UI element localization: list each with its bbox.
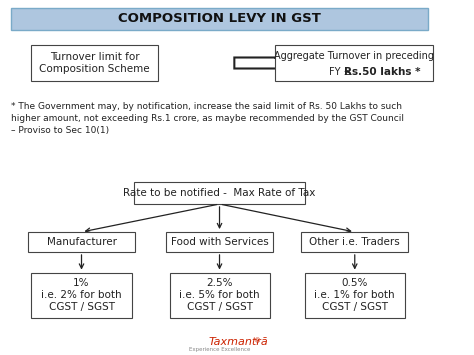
Text: ®: ® bbox=[254, 338, 261, 344]
FancyBboxPatch shape bbox=[166, 232, 273, 252]
FancyBboxPatch shape bbox=[301, 232, 409, 252]
FancyBboxPatch shape bbox=[305, 273, 405, 317]
Text: * The Government may, by notification, increase the said limit of Rs. 50 Lakhs t: * The Government may, by notification, i… bbox=[11, 102, 402, 111]
Text: Experience Excellence: Experience Excellence bbox=[189, 348, 250, 353]
Text: – Proviso to Sec 10(1): – Proviso to Sec 10(1) bbox=[11, 126, 109, 135]
Text: Taxmantrā: Taxmantrā bbox=[209, 337, 268, 347]
Text: Manufacturer: Manufacturer bbox=[46, 237, 117, 247]
FancyBboxPatch shape bbox=[275, 45, 433, 81]
Text: 0.5%
i.e. 1% for both
CGST / SGST: 0.5% i.e. 1% for both CGST / SGST bbox=[314, 278, 395, 312]
FancyBboxPatch shape bbox=[134, 182, 305, 204]
Text: 2.5%
i.e. 5% for both
CGST / SGST: 2.5% i.e. 5% for both CGST / SGST bbox=[179, 278, 260, 312]
Text: Other i.e. Traders: Other i.e. Traders bbox=[310, 237, 400, 247]
Text: FY ≤: FY ≤ bbox=[329, 67, 355, 77]
Text: Food with Services: Food with Services bbox=[171, 237, 268, 247]
Text: Rs.50 lakhs *: Rs.50 lakhs * bbox=[344, 67, 420, 77]
Text: 1%
i.e. 2% for both
CGST / SGST: 1% i.e. 2% for both CGST / SGST bbox=[41, 278, 122, 312]
FancyBboxPatch shape bbox=[11, 8, 428, 30]
Polygon shape bbox=[234, 53, 285, 73]
FancyBboxPatch shape bbox=[170, 273, 270, 317]
Text: Rate to be notified -  Max Rate of Tax: Rate to be notified - Max Rate of Tax bbox=[123, 188, 316, 198]
Text: COMPOSITION LEVY IN GST: COMPOSITION LEVY IN GST bbox=[118, 12, 321, 26]
FancyBboxPatch shape bbox=[31, 273, 131, 317]
Text: Turnover limit for
Composition Scheme: Turnover limit for Composition Scheme bbox=[39, 52, 150, 74]
Text: higher amount, not exceeding Rs.1 crore, as maybe recommended by the GST Council: higher amount, not exceeding Rs.1 crore,… bbox=[11, 114, 404, 123]
FancyBboxPatch shape bbox=[28, 232, 135, 252]
Text: Aggregate Turnover in preceding: Aggregate Turnover in preceding bbox=[274, 51, 434, 61]
FancyBboxPatch shape bbox=[30, 45, 158, 81]
